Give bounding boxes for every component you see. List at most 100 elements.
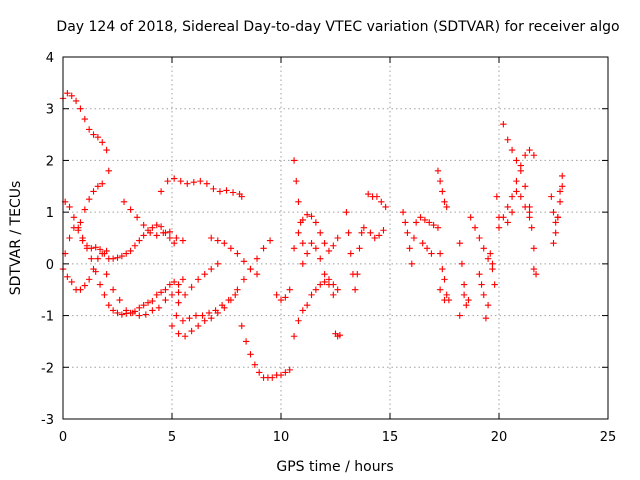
data-point [114, 254, 121, 261]
data-point [85, 126, 93, 133]
data-point [188, 327, 195, 335]
data-point [508, 146, 516, 154]
data-point [347, 250, 354, 257]
data-point [441, 276, 448, 283]
data-point [354, 271, 361, 278]
data-point [109, 307, 117, 314]
data-point [500, 214, 507, 221]
data-point [559, 172, 566, 180]
data-point [482, 314, 490, 322]
data-point [412, 219, 420, 226]
data-point [179, 237, 187, 244]
series-arc-22 [417, 214, 442, 257]
data-point [160, 229, 167, 237]
data-point [66, 203, 73, 211]
data-point [476, 234, 483, 242]
data-point [513, 188, 520, 195]
data-point [559, 183, 566, 190]
data-point [144, 299, 152, 306]
data-point [75, 224, 82, 231]
data-point [149, 307, 156, 314]
data-point [170, 278, 178, 286]
data-point [157, 188, 165, 195]
data-point [203, 180, 211, 187]
data-point [136, 304, 143, 312]
data-point [378, 198, 385, 205]
data-point [521, 183, 529, 190]
series-arc-33 [548, 183, 566, 226]
series-arc-6 [120, 198, 187, 244]
data-point [179, 317, 187, 324]
data-point [436, 250, 444, 257]
data-point [64, 90, 71, 97]
data-point [88, 245, 95, 252]
data-point [404, 229, 411, 237]
data-point [343, 208, 350, 216]
data-point [290, 333, 298, 340]
data-point [402, 219, 409, 226]
data-point [410, 234, 418, 242]
data-point [240, 276, 248, 283]
data-point [423, 245, 431, 252]
data-point [380, 227, 387, 234]
data-point [68, 92, 75, 99]
data-point [517, 167, 524, 174]
data-point [277, 296, 285, 304]
data-point [491, 281, 498, 288]
data-point [79, 237, 86, 244]
plot-frame [62, 56, 609, 420]
data-point [147, 229, 154, 237]
data-point [421, 216, 429, 224]
data-point [240, 258, 248, 265]
data-point [208, 234, 215, 242]
data-point [443, 291, 450, 299]
series-arc-23 [434, 167, 450, 304]
chart-title: Day 124 of 2018, Sidereal Day-to-day VTE… [56, 19, 619, 35]
data-point [238, 322, 245, 330]
series-arc-5 [77, 180, 106, 226]
data-point [530, 152, 538, 159]
y-tick-label: -3 [41, 413, 54, 428]
data-point [173, 312, 180, 319]
data-point [103, 146, 110, 154]
data-point [101, 291, 108, 299]
series-arc-30 [500, 121, 538, 169]
data-point [85, 196, 93, 203]
data-point [465, 296, 472, 304]
data-point [358, 229, 365, 237]
data-point [162, 296, 169, 304]
data-point [164, 177, 171, 185]
data-point [94, 255, 102, 262]
data-point [550, 239, 557, 247]
data-point [273, 291, 280, 299]
y-tick-label: 4 [46, 51, 54, 66]
data-point [197, 177, 204, 185]
data-point [127, 206, 134, 213]
data-point [103, 271, 110, 278]
data-point [101, 250, 108, 257]
data-point [471, 224, 479, 231]
data-point [184, 180, 191, 187]
data-point [210, 185, 217, 193]
data-point [282, 294, 289, 301]
data-point [208, 314, 215, 322]
series-arc-7 [157, 175, 245, 200]
data-point [234, 250, 241, 257]
data-point [317, 281, 324, 288]
data-point [556, 198, 564, 205]
data-point [175, 289, 182, 296]
data-point [99, 139, 106, 146]
data-point [439, 188, 446, 195]
data-point [436, 177, 444, 185]
data-point [96, 281, 104, 288]
data-point [550, 208, 557, 216]
series-arc-20 [365, 190, 389, 242]
data-point [175, 330, 182, 337]
data-point [526, 203, 533, 211]
data-point [81, 282, 88, 289]
data-point [312, 286, 320, 293]
x-tick-label: 5 [168, 430, 176, 445]
data-point [168, 322, 176, 330]
data-point [256, 369, 263, 376]
